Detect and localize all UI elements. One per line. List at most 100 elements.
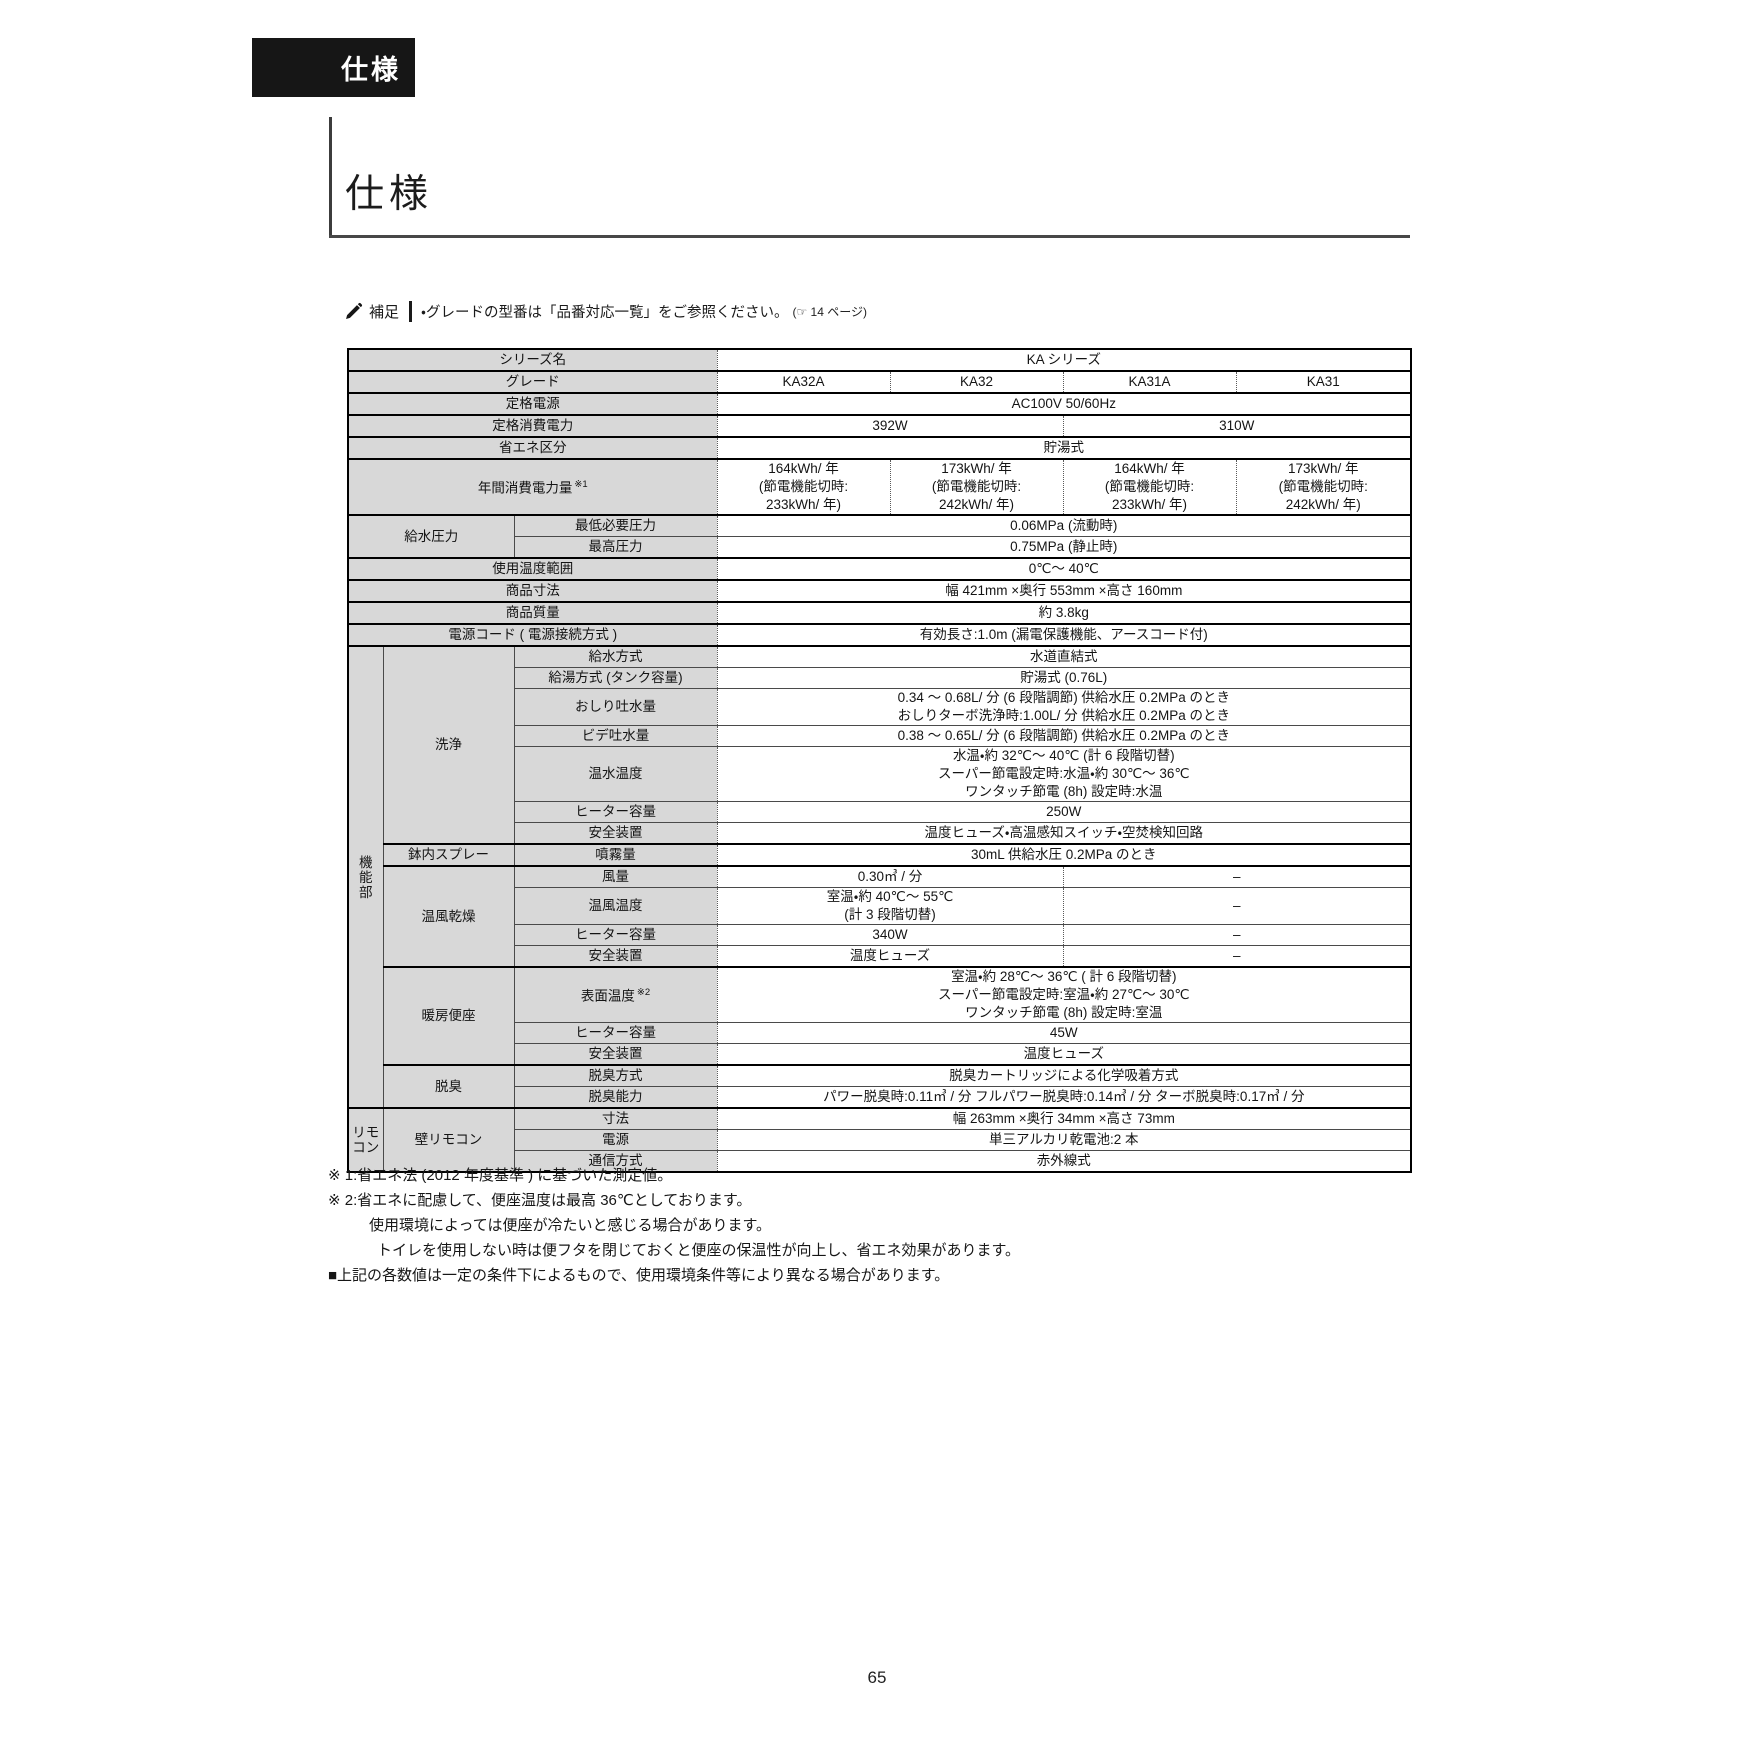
- spec-label-cell: 最低必要圧力: [513, 514, 718, 537]
- spec-value-cell: 温度ヒューズ: [716, 945, 1064, 967]
- spec-label-cell: ヒーター容量: [513, 801, 718, 823]
- spec-value-cell: 幅 421mm ×奥行 553mm ×高さ 160mm: [716, 579, 1412, 602]
- spec-table-row: 安全装置 温度ヒューズ –: [348, 945, 1412, 967]
- spec-table: シリーズ名 KA シリーズ グレード KA32A KA32 KA31A KA31 定格電源 AC…: [347, 348, 1413, 1173]
- footnote-line: トイレを使用しない時は便フタを閉じておくと便座の保温性が向上し、省エネ効果があり…: [377, 1242, 1021, 1259]
- spec-table-row: ヒーター容量 250W: [348, 801, 1412, 823]
- spec-table-row: 暖房便座 表面温度 ※2 室温・約 28℃～ 36℃ ( 計 6 段階切替) スーパー…: [348, 966, 1412, 1065]
- spec-value-cell: 温度ヒューズ・高温感知スイッチ・空焚検知回路: [716, 822, 1412, 844]
- spec-label-cell: 電源: [513, 1129, 718, 1151]
- spec-table-row: 電源コード ( 電源接続方式 ) 有効長さ:1.0m (漏電保護機能、アースコード…: [347, 623, 1412, 646]
- spec-label-cell: 温風温度: [513, 887, 718, 925]
- group-label-cell: 洗浄: [382, 645, 514, 844]
- spec-table-row: 最高圧力 0.75MPa (静止時): [348, 536, 1412, 558]
- spec-label-cell: 噴霧量: [513, 843, 718, 866]
- spec-label-cell: 通信方式: [513, 1150, 718, 1172]
- spec-value-cell: 45W: [716, 1022, 1412, 1044]
- spec-table-row: おしり吐水量 0.34 ～ 0.68L/ 分 (6 段階調節) 供給水圧 0.2M…: [348, 688, 1412, 726]
- footnote-line: 使用環境によっては便座が冷たいと感じる場合があります。: [369, 1217, 772, 1234]
- spec-value-cell: 貯湯式: [716, 436, 1412, 459]
- spec-table-row: 温風乾燥 風量 0.30㎥ / 分 –: [348, 865, 1412, 967]
- spec-table-row: シリーズ名 KA シリーズ: [347, 348, 1412, 371]
- spec-value-cell: 単三アルカリ乾電池:2 本: [716, 1129, 1412, 1151]
- spec-label-cell: 年間消費電力量 ※1: [347, 458, 718, 515]
- spec-table-row: 定格電源 AC100V 50/60Hz: [347, 392, 1412, 415]
- spec-value-cell: 0.38 ～ 0.65L/ 分 (6 段階調節) 供給水圧 0.2MPa のとき: [716, 725, 1412, 747]
- spec-table-row: 機 能 部洗浄 給水方式 水道直結式: [347, 645, 1412, 1108]
- note-text: ・グレードの型番は「品番対応一覧」をご参照ください。: [421, 305, 789, 321]
- spec-table-row: 年間消費電力量 ※1 164kWh/ 年 (節電機能切時: 233kWh/ 年) 17…: [347, 458, 1412, 515]
- footnotes: ※ 1:省エネ法 (2012 年度基準 ) に基づいた測定値。 ※ 2:省エネに配…: [328, 1163, 1020, 1288]
- spec-label-cell: 寸法: [513, 1107, 718, 1130]
- page-title: 仕様: [345, 173, 434, 216]
- spec-table-row: 温水温度 水温・約 32℃～ 40℃ (計 6 段階切替) スーパー節電設定時:水…: [348, 746, 1412, 802]
- section-tab-label: 仕様: [341, 55, 401, 85]
- spec-value-cell: –: [1062, 887, 1412, 925]
- spec-value-cell: 164kWh/ 年 (節電機能切時: 233kWh/ 年): [1062, 458, 1237, 515]
- spec-table-row: 定格消費電力 392W 310W: [347, 414, 1412, 437]
- spec-table-row: 脱臭 脱臭方式 脱臭カートリッジによる化学吸着方式: [348, 1064, 1412, 1108]
- spec-value-cell: 室温・約 28℃～ 36℃ ( 計 6 段階切替) スーパー節電設定時:室温・約…: [716, 966, 1412, 1023]
- spec-label-cell: ヒーター容量: [513, 924, 718, 946]
- spec-value-cell: –: [1062, 865, 1412, 888]
- spec-label-cell: 脱臭方式: [513, 1064, 718, 1087]
- spec-label-cell: 定格電源: [347, 392, 718, 415]
- spec-value-cell: KA32A: [716, 370, 891, 393]
- spec-label-cell: 省エネ区分: [347, 436, 718, 459]
- spec-value-cell: AC100V 50/60Hz: [716, 392, 1412, 415]
- spec-label-cell: 温水温度: [513, 746, 718, 802]
- spec-value-cell: 赤外線式: [716, 1150, 1412, 1172]
- spec-value-cell: 392W: [716, 414, 1064, 437]
- spec-label-cell: おしり吐水量: [513, 688, 718, 726]
- spec-value-cell: –: [1062, 945, 1412, 967]
- title-horizontal-rule: [329, 235, 1410, 238]
- group-label-cell: 温風乾燥: [382, 865, 514, 967]
- spec-value-cell: 340W: [716, 924, 1064, 946]
- spec-label-cell: 表面温度 ※2: [513, 966, 718, 1023]
- spec-table-row: ヒーター容量 45W: [348, 1022, 1412, 1044]
- spec-label-cell: 商品質量: [347, 601, 718, 624]
- spec-label-cell: ヒーター容量: [513, 1022, 718, 1044]
- group-label-cell: 給水圧力: [347, 514, 514, 558]
- spec-table-row: 電源 単三アルカリ乾電池:2 本: [348, 1129, 1412, 1151]
- spec-value-cell: 250W: [716, 801, 1412, 823]
- spec-value-cell: KA31: [1235, 370, 1412, 393]
- footnote-line: ■上記の各数値は一定の条件下によるもので、使用環境条件等により異なる場合がありま…: [328, 1267, 950, 1284]
- spec-value-cell: 室温・約 40℃～ 55℃ (計 3 段階切替): [716, 887, 1064, 925]
- section-tab: 仕様: [252, 38, 415, 97]
- note-label: 補足: [369, 304, 400, 321]
- spec-label-cell: 定格消費電力: [347, 414, 718, 437]
- spec-value-cell: –: [1062, 924, 1412, 946]
- spec-value-cell: 173kWh/ 年 (節電機能切時: 242kWh/ 年): [889, 458, 1064, 515]
- spec-label-cell: 最高圧力: [513, 536, 718, 558]
- spec-value-cell: 0.06MPa (流動時): [716, 514, 1412, 537]
- spec-table-row: 温風温度 室温・約 40℃～ 55℃ (計 3 段階切替) –: [348, 887, 1412, 925]
- spec-label-cell: 商品寸法: [347, 579, 718, 602]
- spec-value-cell: 0.30㎥ / 分: [716, 865, 1064, 888]
- spec-label-cell: シリーズ名: [347, 348, 718, 371]
- spec-label-cell: 電源コード ( 電源接続方式 ): [347, 623, 718, 646]
- spec-value-cell: 脱臭カートリッジによる化学吸着方式: [716, 1064, 1412, 1087]
- spec-value-cell: パワー脱臭時:0.11㎥ / 分 フルパワー脱臭時:0.14㎥ / 分 ターボ脱…: [716, 1086, 1412, 1108]
- group-label-cell: 鉢内スプレー: [382, 843, 514, 866]
- section-label-cell: 機 能 部: [347, 645, 383, 1108]
- spec-value-cell: 0℃～ 40℃: [716, 557, 1412, 580]
- spec-label-cell: 安全装置: [513, 1043, 718, 1065]
- footnote-line: ※ 2:省エネに配慮して、便座温度は最高 36℃としております。: [328, 1192, 752, 1209]
- spec-table-body: シリーズ名 KA シリーズ グレード KA32A KA32 KA31A KA31 定格電源 AC…: [347, 348, 1412, 1172]
- spec-value-cell: 幅 263mm ×奥行 34mm ×高さ 73mm: [716, 1107, 1412, 1130]
- spec-label-cell: 脱臭能力: [513, 1086, 718, 1108]
- spec-value-cell: 173kWh/ 年 (節電機能切時: 242kWh/ 年): [1235, 458, 1412, 515]
- group-label-cell: 脱臭: [382, 1064, 514, 1108]
- spec-table-row: ヒーター容量 340W –: [348, 924, 1412, 946]
- note-divider: [409, 301, 413, 322]
- spec-label-cell: 給水方式: [513, 645, 718, 668]
- spec-value-cell: 貯湯式 (0.76L): [716, 667, 1412, 689]
- spec-table-row: 鉢内スプレー 噴霧量 30mL 供給水圧 0.2MPa のとき: [348, 843, 1412, 866]
- spec-value-cell: KA31A: [1062, 370, 1237, 393]
- spec-table-row: 給湯方式 (タンク容量) 貯湯式 (0.76L): [348, 667, 1412, 689]
- spec-value-cell: 30mL 供給水圧 0.2MPa のとき: [716, 843, 1412, 866]
- spec-label-cell: 安全装置: [513, 822, 718, 844]
- spec-table-row: ビデ吐水量 0.38 ～ 0.65L/ 分 (6 段階調節) 供給水圧 0.2MP…: [348, 725, 1412, 747]
